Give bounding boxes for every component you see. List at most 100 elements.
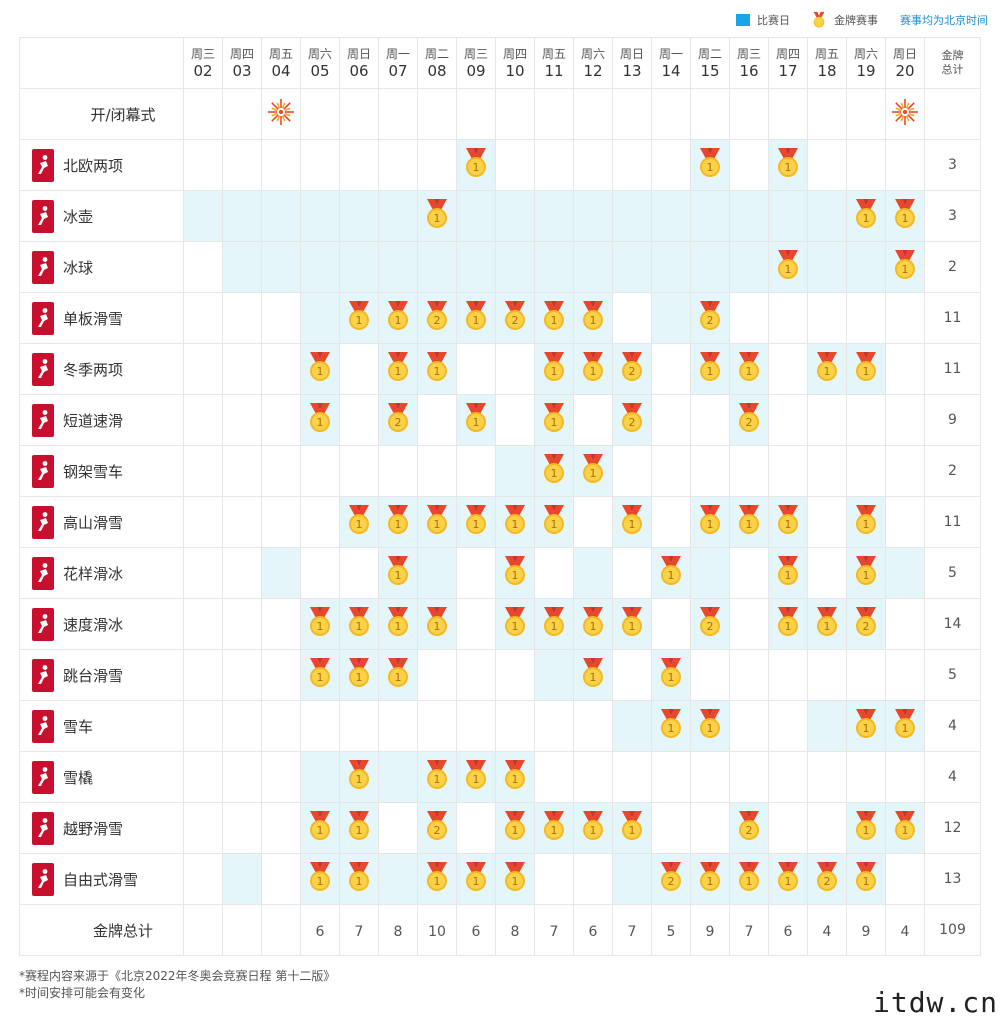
- schedule-cell: [729, 292, 769, 344]
- schedule-cell: [417, 241, 457, 293]
- header-corner: [19, 37, 184, 89]
- medal-count: 1: [589, 467, 597, 480]
- gold-medal-icon: 1: [619, 811, 645, 841]
- weekday-label: 周三: [463, 46, 488, 61]
- total-header-line1: 金牌: [941, 49, 964, 62]
- sport-row: 高山滑雪 1 1 1 1 1 1 1 1 1 1 1 11: [19, 496, 981, 548]
- schedule-cell: [456, 241, 496, 293]
- schedule-cell: [300, 445, 340, 497]
- schedule-cell: [222, 802, 262, 854]
- day-header: 周四 10: [495, 37, 535, 89]
- day-header: 周四 17: [768, 37, 808, 89]
- gold-medal-icon: 1: [541, 811, 567, 841]
- schedule-cell: [222, 139, 262, 191]
- schedule-cell: [612, 751, 652, 803]
- medal-count: 1: [433, 620, 441, 633]
- sport-row: 越野滑雪 1 1 2 1 1 1 1 2 1 1 12: [19, 802, 981, 854]
- sport-total: 12: [924, 802, 981, 854]
- medal-count: 1: [784, 569, 792, 582]
- ceremony-cell: [300, 88, 340, 140]
- schedule-cell: 1: [573, 343, 613, 395]
- schedule-cell: 1: [534, 598, 574, 650]
- schedule-cell: 1: [339, 853, 379, 905]
- competition-day-swatch: [736, 14, 750, 26]
- totals-label: 金牌总计: [92, 921, 153, 940]
- medal-count: 2: [511, 314, 519, 327]
- day-header: 周五 11: [534, 37, 574, 89]
- totals-label-cell: 金牌总计: [19, 904, 184, 956]
- gold-medal-icon: 1: [580, 658, 606, 688]
- date-label: 20: [895, 61, 915, 80]
- gold-medal-icon: 1: [541, 505, 567, 535]
- sport-label-cell: 冰壶: [19, 190, 184, 242]
- day-total: 7: [744, 923, 754, 940]
- schedule-cell: 1: [339, 751, 379, 803]
- ceremony-label-cell: 开/闭幕式: [19, 88, 184, 140]
- curling-icon: [32, 199, 54, 233]
- schedule-cell: [417, 649, 457, 701]
- schedule-cell: [534, 649, 574, 701]
- day-total-cell: 9: [846, 904, 886, 956]
- medal-count: 1: [901, 722, 909, 735]
- medal-count: 1: [550, 314, 558, 327]
- sport-name: 自由式滑雪: [63, 870, 139, 889]
- sport-name: 越野滑雪: [63, 819, 124, 838]
- schedule-cell: [534, 751, 574, 803]
- date-label: 06: [349, 61, 369, 80]
- gold-medal-icon: 1: [541, 301, 567, 331]
- gold-medal-icon: 1: [775, 250, 801, 280]
- day-header: 周二 15: [690, 37, 730, 89]
- schedule-cell: 1: [729, 496, 769, 548]
- schedule-cell: 1: [534, 802, 574, 854]
- medal-count: 1: [901, 212, 909, 225]
- schedule-cell: [417, 700, 457, 752]
- gold-medal-icon: 1: [658, 658, 684, 688]
- medal-count: 1: [433, 365, 441, 378]
- schedule-cell: 1: [885, 700, 925, 752]
- gold-medal-icon: 1: [502, 607, 528, 637]
- sport-total: 4: [924, 700, 981, 752]
- gold-medal-icon: 2: [502, 301, 528, 331]
- schedule-cell: 1: [300, 853, 340, 905]
- sport-name: 短道速滑: [63, 411, 124, 430]
- medal-count: 2: [433, 824, 441, 837]
- schedule-cell: [651, 190, 691, 242]
- weekday-label: 周六: [580, 46, 605, 61]
- firework-icon: [266, 97, 296, 127]
- medal-count: 1: [550, 467, 558, 480]
- schedule-cell: [495, 394, 535, 446]
- gold-medal-icon: 1: [307, 811, 333, 841]
- gold-medal-icon: 1: [853, 709, 879, 739]
- schedule-cell: [807, 445, 847, 497]
- schedule-cell: [573, 496, 613, 548]
- day-total: 6: [783, 923, 793, 940]
- day-header: 周一 07: [378, 37, 418, 89]
- schedule-cell: [573, 394, 613, 446]
- total-header-line2: 总计: [941, 63, 964, 76]
- day-header: 周六 12: [573, 37, 613, 89]
- medal-count: 1: [472, 314, 480, 327]
- schedule-cell: [534, 190, 574, 242]
- day-header: 周三 09: [456, 37, 496, 89]
- schedule-cell: [651, 292, 691, 344]
- day-total-cell: 8: [378, 904, 418, 956]
- schedule-cell: 1: [300, 343, 340, 395]
- schedule-cell: [690, 190, 730, 242]
- schedule-cell: 1: [456, 139, 496, 191]
- gold-medal-icon: 1: [424, 505, 450, 535]
- medal-count: 1: [823, 620, 831, 633]
- medal-count: 1: [511, 620, 519, 633]
- date-label: 17: [778, 61, 798, 80]
- schedule-cell: 1: [573, 445, 613, 497]
- schedule-cell: [573, 700, 613, 752]
- schedule-cell: [456, 802, 496, 854]
- medal-count: 2: [628, 416, 636, 429]
- gold-medal-icon: 1: [697, 862, 723, 892]
- day-total: 8: [510, 923, 520, 940]
- schedule-cell: 1: [768, 139, 808, 191]
- schedule-cell: [807, 496, 847, 548]
- gold-medal-icon: 1: [424, 862, 450, 892]
- ceremony-cell: [573, 88, 613, 140]
- gold-medal-icon: 1: [580, 607, 606, 637]
- schedule-cell: [807, 547, 847, 599]
